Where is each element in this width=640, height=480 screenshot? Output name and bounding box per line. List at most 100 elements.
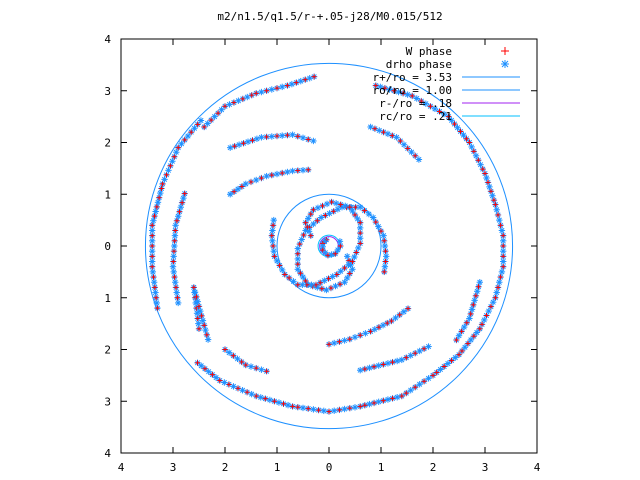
w-point xyxy=(449,358,455,364)
drho-point xyxy=(395,88,402,96)
drho-point xyxy=(467,336,475,344)
w-point xyxy=(314,218,320,224)
w-point xyxy=(174,218,180,224)
w-point xyxy=(334,271,340,277)
w-point xyxy=(304,224,310,230)
drho-point xyxy=(474,288,481,295)
w-point xyxy=(270,243,276,249)
drho-point xyxy=(258,366,265,373)
drho-point xyxy=(149,268,157,276)
drho-point xyxy=(471,297,478,304)
drho-point xyxy=(431,105,439,113)
w-point xyxy=(199,313,205,319)
w-point xyxy=(495,284,501,290)
w-point xyxy=(336,339,342,345)
w-point xyxy=(389,133,395,139)
drho-point xyxy=(258,134,265,141)
w-point xyxy=(434,369,440,375)
legend-label: W phase xyxy=(406,45,452,58)
drho-point xyxy=(366,400,373,408)
drho-point xyxy=(493,206,500,213)
radius-circle xyxy=(144,62,514,430)
w-point xyxy=(412,350,418,356)
w-point xyxy=(405,145,411,151)
drho-point xyxy=(279,266,286,274)
drho-point xyxy=(440,110,448,118)
w-point xyxy=(297,241,303,247)
w-point xyxy=(305,167,311,173)
w-point xyxy=(271,253,277,259)
w-point xyxy=(201,124,207,130)
w-point xyxy=(270,222,276,228)
drho-point xyxy=(375,398,382,406)
drho-point xyxy=(357,203,364,211)
w-point xyxy=(492,202,498,208)
drho-point xyxy=(344,274,351,282)
drho-point xyxy=(498,227,506,234)
drho-point xyxy=(323,286,330,294)
w-point xyxy=(171,248,177,254)
w-point xyxy=(399,393,405,399)
drho-point xyxy=(294,255,301,263)
drho-point xyxy=(486,183,493,191)
w-point xyxy=(248,179,254,185)
w-point xyxy=(412,384,418,390)
drho-point xyxy=(318,214,325,221)
w-point xyxy=(195,315,201,321)
drho-point xyxy=(273,257,281,265)
x-tick-label: 0 xyxy=(326,461,333,474)
w-point xyxy=(471,333,477,339)
drho-point xyxy=(422,100,430,107)
w-point xyxy=(301,232,307,238)
w-point xyxy=(446,114,452,120)
drho-point xyxy=(194,298,201,305)
w-point xyxy=(421,346,427,352)
drho-point xyxy=(273,170,281,178)
w-point xyxy=(172,227,178,233)
drho-point xyxy=(149,237,156,245)
w-point xyxy=(456,352,462,358)
w-point xyxy=(459,348,465,354)
w-point xyxy=(258,175,264,181)
w-point xyxy=(284,132,290,138)
w-point xyxy=(475,157,481,163)
w-point xyxy=(319,286,325,292)
w-point xyxy=(196,326,202,332)
drho-point xyxy=(334,246,342,254)
drho-point xyxy=(172,279,179,286)
w-point xyxy=(488,188,494,194)
drho-point xyxy=(269,237,276,245)
w-point xyxy=(362,402,368,408)
w-point xyxy=(253,393,259,399)
w-point xyxy=(274,85,280,91)
drho-point xyxy=(455,332,463,339)
drho-point xyxy=(477,161,484,168)
w-point xyxy=(231,100,237,106)
w-point xyxy=(195,360,201,366)
w-point xyxy=(151,274,156,280)
w-point xyxy=(320,247,326,253)
w-point xyxy=(310,207,316,213)
w-point xyxy=(378,228,384,234)
w-point xyxy=(463,136,469,142)
w-point xyxy=(470,302,476,308)
w-point xyxy=(204,332,210,338)
w-point xyxy=(421,378,427,384)
drho-point xyxy=(202,326,209,334)
drho-point xyxy=(154,199,162,206)
w-point xyxy=(282,271,288,277)
w-point xyxy=(253,90,259,96)
w-point xyxy=(231,189,237,195)
w-point xyxy=(337,281,343,287)
w-point xyxy=(201,322,207,328)
y-tick-labels: 4 3 2 1 0 1 2 3 4 xyxy=(104,33,111,460)
drho-point xyxy=(349,266,356,273)
drho-point xyxy=(416,381,423,388)
w-point xyxy=(500,233,506,239)
drho-point xyxy=(351,334,359,341)
plot-frame xyxy=(120,38,538,454)
drho-point xyxy=(279,132,286,139)
drho-point xyxy=(381,242,389,250)
w-point xyxy=(471,148,477,154)
w-point xyxy=(326,341,332,347)
